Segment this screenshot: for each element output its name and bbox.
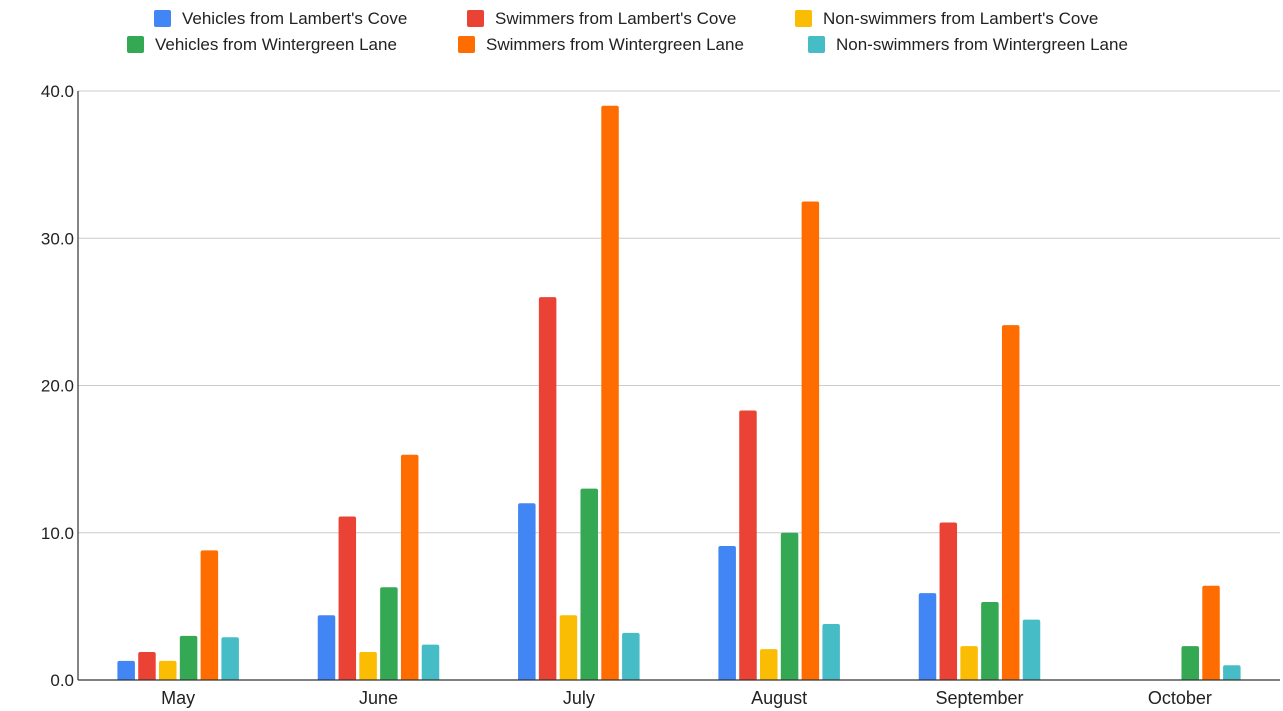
x-category-label: May — [161, 688, 195, 708]
bar-4-may — [179, 635, 198, 680]
legend-item[interactable]: Non-swimmers from Wintergreen Lane — [808, 35, 1128, 54]
bar-3-may — [159, 660, 177, 680]
bar-4-july — [580, 488, 598, 680]
bar-2-june — [338, 516, 357, 680]
legend-item[interactable]: Swimmers from Lambert's Cove — [467, 9, 736, 28]
legend-swatch — [458, 36, 475, 53]
bar-3-july — [559, 615, 578, 680]
bar-6-august — [822, 624, 840, 680]
legend-item[interactable]: Vehicles from Lambert's Cove — [154, 9, 407, 28]
legend-label: Swimmers from Lambert's Cove — [495, 9, 736, 28]
bar-3-september — [960, 646, 978, 680]
legend-label: Vehicles from Lambert's Cove — [182, 9, 407, 28]
legend-item[interactable]: Vehicles from Wintergreen Lane — [127, 35, 397, 54]
legend-item[interactable]: Swimmers from Wintergreen Lane — [458, 35, 744, 54]
y-tick-label: 0.0 — [50, 671, 74, 690]
x-category-label: September — [935, 688, 1023, 708]
bar-4-september — [981, 601, 999, 680]
y-tick-label: 20.0 — [41, 377, 74, 396]
y-axis-ticks: 0.0 10.0 20.0 30.0 40.0 — [41, 82, 74, 690]
bar-3-august — [760, 649, 778, 680]
bar-4-june — [380, 587, 398, 680]
bar-2-september — [939, 522, 958, 680]
legend: Vehicles from Lambert's Cove Swimmers fro… — [127, 9, 1128, 54]
bar-5-july — [601, 105, 619, 681]
bars — [117, 105, 1241, 681]
bar-4-october — [1181, 646, 1199, 680]
bar-5-may — [200, 550, 219, 680]
x-axis-categories: May June July August September October — [161, 688, 1212, 708]
bar-5-october — [1202, 585, 1220, 680]
legend-label: Vehicles from Wintergreen Lane — [155, 35, 397, 54]
bar-5-august — [801, 201, 820, 680]
bar-3-june — [359, 652, 377, 680]
legend-label: Swimmers from Wintergreen Lane — [486, 35, 744, 54]
bar-2-may — [138, 652, 156, 680]
bar-2-august — [739, 410, 757, 680]
y-tick-label: 30.0 — [41, 229, 74, 248]
bar-4-august — [780, 532, 799, 680]
x-category-label: June — [359, 688, 398, 708]
legend-item[interactable]: Non-swimmers from Lambert's Cove — [795, 9, 1098, 28]
y-tick-label: 10.0 — [41, 524, 74, 543]
bar-6-june — [421, 644, 440, 680]
legend-swatch — [808, 36, 825, 53]
legend-swatch — [795, 10, 812, 27]
x-category-label: July — [563, 688, 595, 708]
bar-1-may — [117, 660, 135, 680]
y-tick-label: 40.0 — [41, 82, 74, 101]
legend-label: Non-swimmers from Lambert's Cove — [823, 9, 1098, 28]
bar-1-june — [317, 615, 336, 680]
bar-1-july — [518, 503, 536, 680]
bar-1-august — [718, 546, 736, 680]
bar-6-september — [1022, 619, 1041, 680]
legend-swatch — [154, 10, 171, 27]
x-category-label: October — [1148, 688, 1212, 708]
bar-5-june — [400, 454, 419, 680]
x-category-label: August — [751, 688, 807, 708]
bar-1-september — [918, 593, 937, 680]
bar-2-july — [538, 297, 557, 680]
bar-6-july — [622, 632, 640, 680]
bar-5-september — [1001, 325, 1020, 680]
legend-swatch — [127, 36, 144, 53]
legend-swatch — [467, 10, 484, 27]
legend-label: Non-swimmers from Wintergreen Lane — [836, 35, 1128, 54]
bar-6-may — [221, 637, 239, 680]
gridlines — [78, 90, 1280, 534]
bar-6-october — [1223, 665, 1241, 680]
